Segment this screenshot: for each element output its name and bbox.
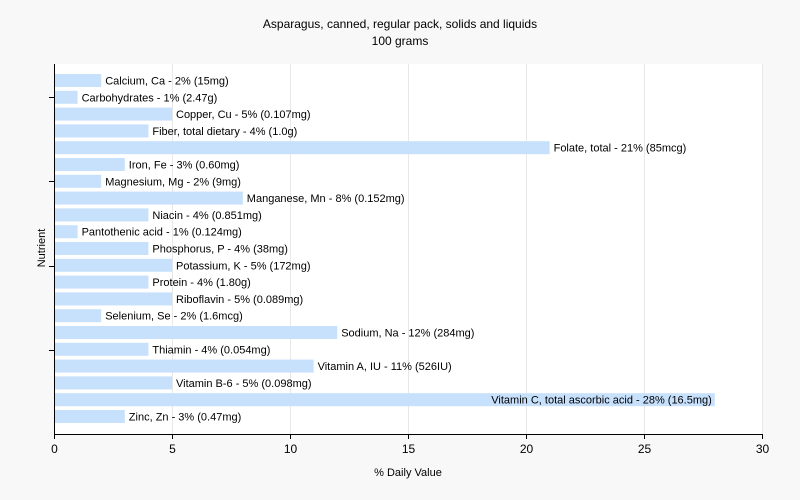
bar-label: Phosphorus, P - 4% (38mg): [152, 244, 288, 256]
bar-label: Manganese, Mn - 8% (0.152mg): [247, 193, 405, 205]
chart-title: Asparagus, canned, regular pack, solids …: [262, 17, 538, 31]
bar-label: Fiber, total dietary - 4% (1.0g): [152, 126, 297, 138]
bar-label: Carbohydrates - 1% (2.47g): [82, 92, 218, 104]
bar: [55, 342, 149, 356]
x-tick-label: 30: [756, 442, 770, 456]
bar-label: Calcium, Ca - 2% (15mg): [105, 76, 228, 88]
chart-subtitle: 100 grams: [371, 34, 429, 48]
bar: [55, 174, 102, 188]
bar: [55, 359, 314, 373]
bar: [55, 208, 149, 222]
bar: [55, 74, 102, 87]
x-tick-label: 10: [284, 442, 298, 456]
bar-label: Copper, Cu - 5% (0.107mg): [176, 109, 311, 121]
x-tick-label: 25: [638, 442, 652, 456]
bar: [55, 242, 149, 255]
bar: [55, 309, 102, 323]
x-tick-label: 5: [169, 442, 176, 456]
bar: [55, 107, 172, 121]
bar: [55, 393, 715, 407]
bar-label: Vitamin A, IU - 11% (526IU): [318, 361, 452, 373]
bar: [55, 191, 243, 205]
x-tick-label: 0: [51, 442, 58, 456]
x-axis-title: % Daily Value: [374, 467, 442, 479]
bar-label: Vitamin C, total ascorbic acid - 28% (16…: [491, 395, 712, 407]
bar: [55, 258, 172, 272]
bar-label: Zinc, Zn - 3% (0.47mg): [129, 412, 241, 424]
x-tick-label: 15: [402, 442, 416, 456]
bar-label: Protein - 4% (1.80g): [152, 277, 250, 289]
bar: [55, 326, 338, 339]
bar-label: Magnesium, Mg - 2% (9mg): [105, 176, 241, 188]
bar-label: Riboflavin - 5% (0.089mg): [176, 294, 303, 306]
chart-title-block: Asparagus, canned, regular pack, solids …: [0, 16, 800, 50]
bar-label: Folate, total - 21% (85mcg): [554, 143, 687, 155]
bar-label: Pantothenic acid - 1% (0.124mg): [82, 227, 242, 239]
bar: [55, 275, 149, 289]
bar-label: Thiamin - 4% (0.054mg): [152, 344, 270, 356]
bar: [55, 292, 172, 306]
x-tick-label: 20: [520, 442, 534, 456]
bar-label: Potassium, K - 5% (172mg): [176, 260, 311, 272]
bar: [55, 124, 149, 138]
bar-label: Vitamin B-6 - 5% (0.098mg): [176, 378, 312, 390]
bar-label: Sodium, Na - 12% (284mg): [341, 328, 474, 340]
bar: [55, 158, 125, 171]
bar-label: Iron, Fe - 3% (0.60mg): [129, 160, 240, 172]
bar: [55, 90, 78, 104]
y-axis-title: Nutrient: [36, 229, 48, 268]
bar: [55, 225, 78, 239]
bar-label: Niacin - 4% (0.851mg): [152, 210, 261, 222]
bar: [55, 376, 172, 390]
bar: [55, 141, 550, 155]
bar-label: Selenium, Se - 2% (1.6mcg): [105, 311, 243, 323]
bar: [55, 410, 125, 423]
